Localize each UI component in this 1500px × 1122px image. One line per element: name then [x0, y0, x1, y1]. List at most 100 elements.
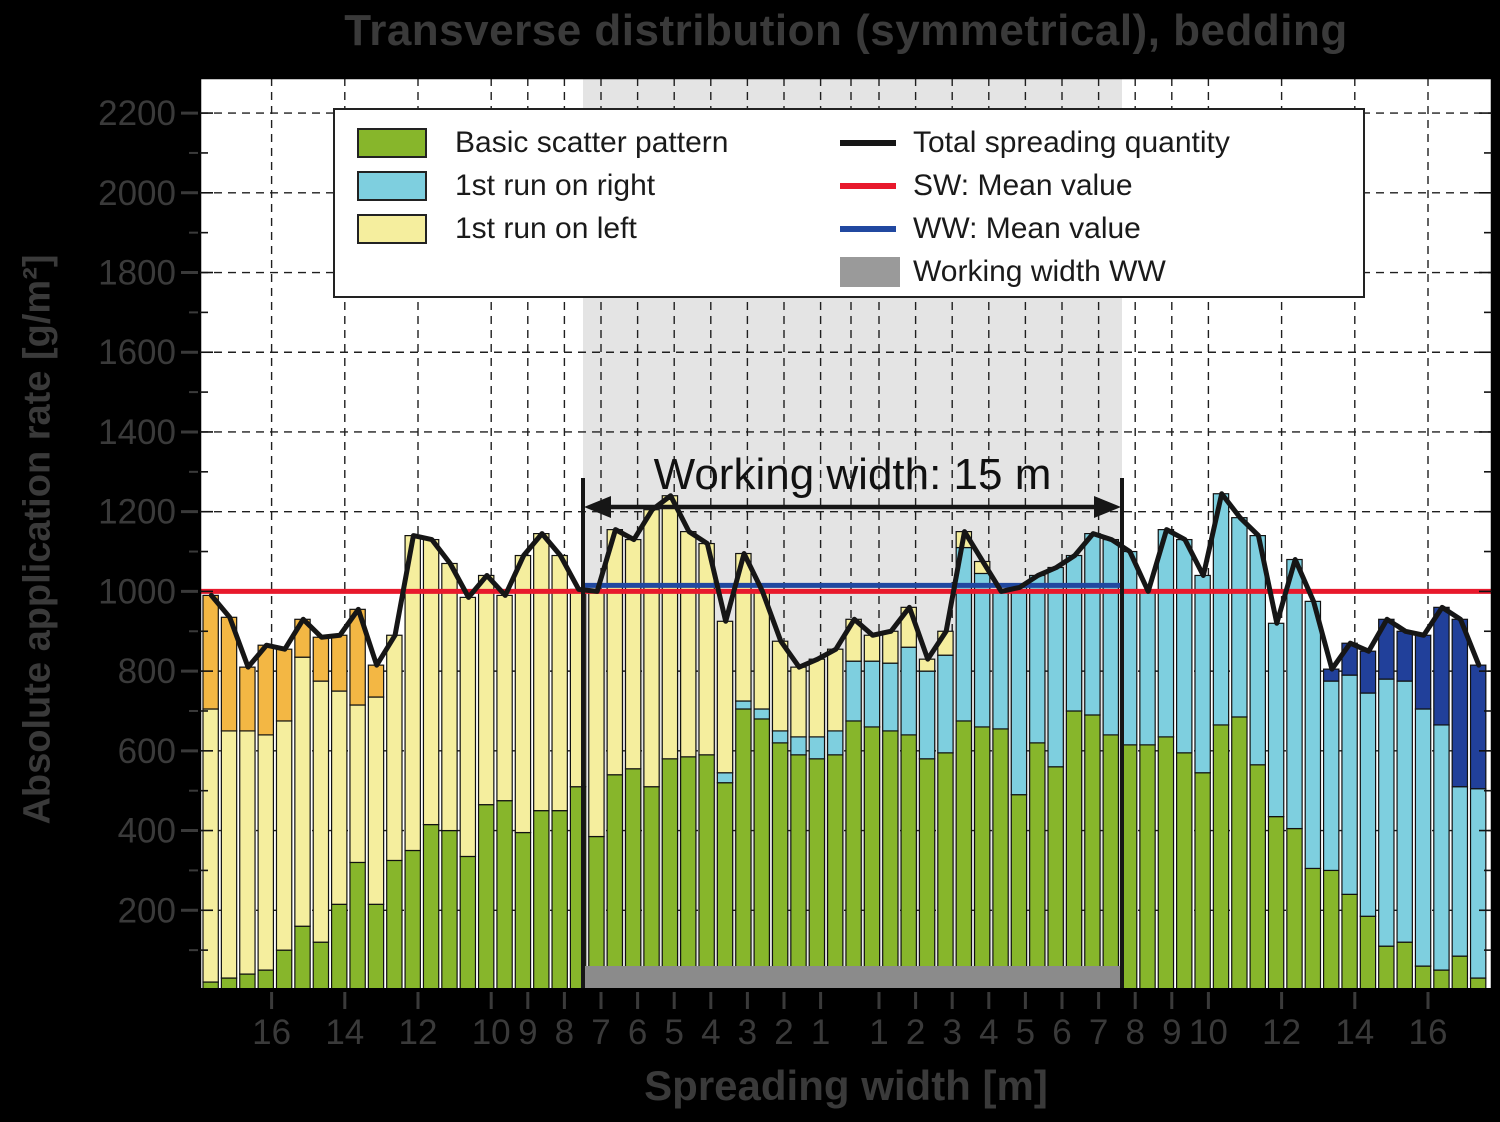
bar-segment-run_left [202, 708, 219, 983]
bar-segment-run_right [845, 660, 862, 722]
y-tick-label: 1400 [98, 413, 176, 452]
bar-segment-basic [1396, 941, 1413, 991]
bar-segment-run_left [680, 531, 697, 758]
x-tick-label: 4 [701, 1013, 720, 1052]
bar-segment-basic [716, 782, 734, 991]
y-tick-label: 2200 [98, 94, 176, 133]
bar-segment-basic [533, 810, 550, 991]
bar-segment-run_left [477, 574, 495, 806]
bar-segment-basic [1322, 869, 1340, 991]
bar-segment-overlap_right [1469, 664, 1487, 790]
x-tick-label: 3 [942, 1013, 961, 1052]
bar-segment-basic [845, 720, 862, 991]
bar-segment-basic [330, 903, 348, 991]
bar-segment-basic [349, 861, 366, 991]
x-tick-label: 6 [628, 1013, 647, 1052]
bar-segment-basic [624, 768, 642, 991]
bar-segment-basic [1010, 794, 1028, 991]
bar-segment-basic [386, 859, 403, 991]
bar-segment-basic [882, 730, 899, 991]
bar-segment-run_right [992, 590, 1009, 730]
bar-segment-basic [900, 734, 917, 991]
bar-segment-basic [937, 752, 954, 991]
bar-segment-run_right [826, 730, 844, 756]
bar-segment-basic [1433, 969, 1450, 991]
legend-swatch-right [357, 171, 427, 201]
bar-segment-run_left [808, 658, 826, 738]
bar-segment-run_right [790, 736, 807, 756]
bar-segment-basic [422, 823, 440, 991]
bar-segment-basic [753, 718, 770, 991]
bar-segment-run_left [790, 666, 807, 738]
bar-segment-run_right [1359, 692, 1377, 917]
bar-segment-run_left [459, 596, 477, 858]
bar-segment-run_right [1414, 708, 1432, 967]
bar-segment-run_right [1286, 558, 1303, 830]
bar-segment-overlap_right [1414, 634, 1432, 710]
bar-segment-basic [1414, 965, 1432, 991]
legend-label-basic: Basic scatter pattern [455, 126, 729, 159]
x-axis-title: Spreading width [m] [644, 1062, 1048, 1109]
bar-segment-basic [1047, 766, 1064, 991]
bar-segment-run_right [735, 700, 752, 710]
legend-swatch-basic [357, 128, 427, 158]
bar-segment-basic [1267, 816, 1285, 991]
bar-segment-run_right [1029, 574, 1046, 744]
bar-segment-run_left [661, 495, 679, 760]
x-tick-label: 16 [1409, 1013, 1448, 1052]
x-tick-label: 5 [664, 1013, 683, 1052]
bar-segment-basic [918, 758, 936, 991]
bar-segment-run_left [349, 704, 366, 864]
x-tick-label: 1 [869, 1013, 888, 1052]
x-tick-label: 7 [1089, 1013, 1108, 1052]
bar-segment-basic [1084, 714, 1101, 991]
bar-segment-run_right [1378, 678, 1395, 947]
bar-segment-basic [514, 831, 532, 991]
bar-segment-run_left [367, 696, 385, 905]
bar-segment-basic [1212, 724, 1230, 991]
y-tick-label: 400 [118, 812, 176, 851]
chart-title: Transverse distribution (symmetrical), b… [344, 6, 1348, 55]
bar-segment-run_right [1176, 538, 1193, 754]
bar-segment-run_left [220, 730, 238, 979]
x-tick-label: 8 [555, 1013, 574, 1052]
bar-segment-basic [1194, 772, 1211, 991]
bar-segment-run_left [514, 554, 532, 834]
legend-label-left: 1st run on left [455, 212, 637, 245]
y-tick-label: 600 [118, 732, 176, 771]
y-tick-label: 1800 [98, 254, 176, 293]
bar-segment-basic [698, 754, 715, 991]
bar-segment-run_right [918, 670, 936, 760]
bar-segment-basic [1451, 955, 1469, 991]
bar-segment-overlap_left [330, 634, 348, 692]
bar-segment-run_right [1267, 622, 1285, 818]
bar-segment-overlap_left [202, 594, 219, 710]
bar-segment-basic [973, 726, 991, 991]
bar-segment-run_right [1231, 517, 1248, 718]
bar-segment-run_right [973, 572, 991, 728]
bar-segment-run_right [1322, 680, 1340, 872]
bar-segment-basic [1304, 867, 1322, 991]
y-tick-label: 2000 [98, 174, 176, 213]
bar-segment-basic [312, 941, 330, 991]
legend-line-total [840, 140, 896, 146]
bar-segment-run_right [1469, 788, 1487, 979]
bar-segment-basic [661, 758, 679, 991]
bar-segment-basic [1378, 945, 1395, 991]
working-width-label: Working width: 15 m [654, 450, 1052, 499]
x-tick-label: 3 [738, 1013, 757, 1052]
bar-segment-basic [1157, 736, 1175, 991]
legend-swatch-band [840, 257, 900, 287]
bar-segment-overlap_right [1359, 650, 1377, 694]
legend-label-ww: WW: Mean value [913, 212, 1141, 245]
bar-segment-run_right [1047, 566, 1064, 768]
bar-segment-basic [808, 758, 826, 991]
bar-segment-run_left [624, 538, 642, 770]
bar-segment-run_right [1304, 600, 1322, 870]
bar-segment-run_right [1084, 533, 1101, 716]
arrow-head-right [1094, 496, 1121, 518]
bar-segment-run_left [404, 534, 421, 852]
bar-segment-overlap_right [1451, 618, 1469, 788]
bar-segment-basic [257, 969, 275, 991]
